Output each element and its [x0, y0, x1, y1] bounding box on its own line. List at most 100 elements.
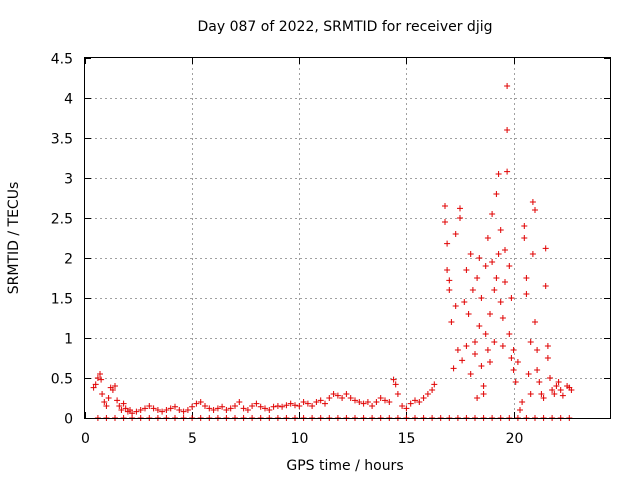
- data-point-marker: [122, 405, 129, 412]
- data-point-marker: [424, 391, 431, 397]
- data-point-marker: [502, 247, 508, 253]
- y-tick-label: 1: [64, 332, 73, 348]
- data-point-marker: [472, 339, 478, 345]
- data-point-marker: [448, 319, 455, 325]
- data-point-marker: [551, 391, 558, 397]
- data-point-marker: [326, 395, 333, 401]
- data-point-marker: [497, 227, 504, 233]
- data-point-marker: [529, 251, 536, 257]
- data-point-marker: [452, 231, 459, 237]
- y-axis-label: SRMTID / TECUs: [6, 182, 22, 295]
- data-point-marker: [197, 399, 204, 405]
- y-tick-label: 0: [64, 412, 73, 428]
- data-point-marker: [480, 391, 487, 397]
- data-point-marker: [534, 367, 541, 373]
- data-point-marker: [214, 405, 221, 412]
- data-point-marker: [508, 355, 515, 361]
- data-point-marker: [467, 371, 474, 377]
- data-point-marker: [480, 383, 487, 389]
- data-point-marker: [495, 171, 502, 177]
- data-point-marker: [296, 403, 303, 409]
- data-point-marker: [279, 403, 286, 410]
- data-point-marker: [450, 365, 457, 372]
- data-point-marker: [525, 371, 532, 377]
- data-point-marker: [120, 400, 127, 407]
- data-point-marker: [118, 407, 125, 413]
- data-point-marker: [180, 408, 187, 415]
- data-point-marker: [364, 399, 371, 405]
- data-point-marker: [287, 400, 294, 407]
- y-tick-label: 3: [64, 172, 73, 188]
- data-point-marker: [532, 319, 538, 325]
- data-point-marker: [184, 407, 191, 413]
- data-point-marker: [219, 403, 226, 410]
- data-point-marker: [146, 403, 153, 409]
- data-point-marker: [257, 403, 264, 410]
- data-point-marker: [465, 311, 472, 317]
- y-tick-label: 1.5: [51, 292, 73, 308]
- data-point-marker: [142, 405, 148, 412]
- data-point-marker: [99, 391, 106, 397]
- data-point-marker: [262, 405, 268, 412]
- data-point-marker: [510, 347, 517, 353]
- data-point-marker: [538, 391, 545, 397]
- data-point-marker: [487, 311, 493, 317]
- data-point-marker: [412, 397, 418, 404]
- data-point-marker: [382, 397, 388, 404]
- data-point-marker: [469, 287, 476, 293]
- data-point-marker: [544, 343, 551, 349]
- y-tick-label: 2: [64, 252, 73, 268]
- data-point-marker: [452, 303, 459, 309]
- data-point-marker: [478, 363, 485, 369]
- data-point-marker: [510, 367, 517, 373]
- data-point-marker: [491, 287, 498, 293]
- data-point-marker: [540, 395, 547, 401]
- data-point-marker: [508, 295, 515, 301]
- x-tick-label: 5: [188, 431, 197, 447]
- data-point-marker: [521, 223, 528, 229]
- data-point-marker: [172, 403, 178, 410]
- y-tick-label: 4: [64, 92, 73, 108]
- data-point-marker: [482, 263, 489, 269]
- data-point-marker: [369, 403, 376, 409]
- data-point-marker: [330, 391, 337, 397]
- data-point-marker: [454, 347, 461, 353]
- data-point-marker: [499, 343, 506, 349]
- data-point-marker: [206, 405, 213, 412]
- data-point-marker: [283, 402, 290, 409]
- data-point-marker: [547, 375, 553, 381]
- data-point-marker: [544, 355, 551, 361]
- data-point-marker: [236, 399, 243, 405]
- plot-frame: [84, 57, 611, 419]
- data-point-marker: [356, 399, 363, 405]
- data-point-marker: [474, 395, 481, 401]
- data-point-marker: [266, 407, 273, 413]
- data-point-marker: [270, 403, 277, 410]
- data-point-marker: [504, 127, 511, 133]
- x-tick-label: 10: [291, 431, 309, 447]
- data-point-marker: [536, 379, 543, 385]
- data-point-marker: [127, 407, 133, 413]
- data-point-marker: [274, 403, 281, 409]
- data-point-marker: [392, 381, 399, 388]
- data-point-marker: [407, 400, 414, 407]
- x-tick-label: 15: [398, 431, 416, 447]
- data-point-marker: [244, 407, 251, 413]
- data-point-marker: [133, 408, 140, 415]
- data-point-marker: [506, 331, 513, 337]
- y-tick-label: 4.5: [51, 52, 73, 68]
- x-tick-label: 20: [506, 431, 524, 447]
- data-point-marker: [446, 277, 453, 284]
- data-point-marker: [484, 347, 491, 353]
- data-point-marker: [193, 400, 200, 407]
- chart-title: Day 087 of 2022, SRMTID for receiver dji…: [198, 19, 493, 35]
- data-point-marker: [163, 407, 170, 413]
- data-point-marker: [373, 399, 380, 405]
- data-point-marker: [253, 400, 260, 407]
- data-point-marker: [97, 371, 103, 377]
- data-point-marker: [98, 376, 105, 383]
- data-point-marker: [495, 251, 502, 257]
- data-point-marker: [463, 267, 470, 273]
- data-point-marker: [457, 215, 463, 221]
